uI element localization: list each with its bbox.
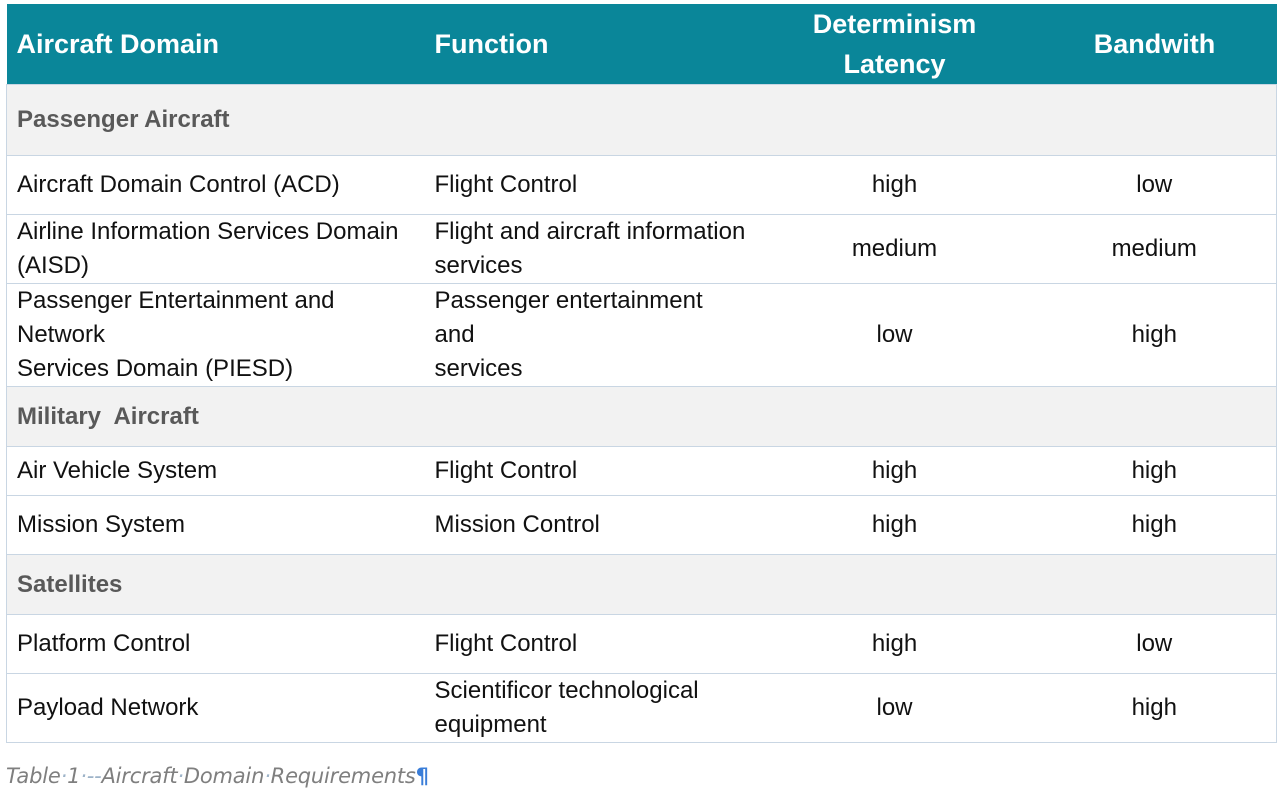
cell-determinism: medium xyxy=(756,214,1033,284)
cell-function: Flight Control xyxy=(424,614,757,674)
requirements-table-container: Aircraft Domain Function Determinism Late… xyxy=(6,4,1277,743)
cell-domain-text: Airline Information Services Domain xyxy=(17,218,399,245)
table-caption: Table·1·--Aircraft·Domain·Requirements¶ xyxy=(6,764,429,788)
table-row: Aircraft Domain Control (ACD) Flight Con… xyxy=(6,155,1277,215)
cell-domain-text: Aircraft Domain Control (ACD) xyxy=(17,171,340,198)
cell-function: Flight Control xyxy=(424,446,757,496)
caption-word-aircraft: Aircraft xyxy=(101,764,178,788)
aircraft-domain-requirements-table: Aircraft Domain Function Determinism Late… xyxy=(6,4,1277,743)
cell-domain: Aircraft Domain Control (ACD) xyxy=(6,155,425,215)
caption-word-table: Table xyxy=(6,764,61,788)
cell-domain: Airline Information Services Domain (AISD… xyxy=(6,214,425,284)
cell-determinism: high xyxy=(756,446,1033,496)
section-title: Satellites xyxy=(6,554,1277,615)
cell-determinism: high xyxy=(756,614,1033,674)
cell-bandwidth: low xyxy=(1032,155,1277,215)
cell-domain-text-line2: (AISD) xyxy=(17,252,89,279)
cell-function: Flight Control xyxy=(424,155,757,215)
header-latency: Latency xyxy=(843,49,946,79)
section-row-satellites: Satellites xyxy=(6,554,1277,615)
cell-determinism: high xyxy=(756,495,1033,555)
cell-function-text: Flight and aircraft information xyxy=(434,218,746,245)
section-row-passenger-aircraft: Passenger Aircraft xyxy=(6,84,1277,156)
table-row: Air Vehicle System Flight Control high h… xyxy=(6,446,1277,496)
caption-separator: -- xyxy=(86,764,102,788)
cell-function: Flight and aircraft information services xyxy=(424,214,757,284)
cell-bandwidth: high xyxy=(1032,446,1277,496)
table-header-row: Aircraft Domain Function Determinism Late… xyxy=(6,4,1277,85)
cell-bandwidth: high xyxy=(1032,673,1277,743)
cell-domain: Mission System xyxy=(6,495,425,555)
table-row: Mission System Mission Control high high xyxy=(6,495,1277,555)
header-determinism-latency: Determinism Latency xyxy=(756,4,1033,85)
paragraph-mark-icon: ¶ xyxy=(415,764,429,788)
table-row: Platform Control Flight Control high low xyxy=(6,614,1277,674)
cell-domain: Passenger Entertainment and Network Servi… xyxy=(6,283,425,387)
cell-bandwidth: high xyxy=(1032,495,1277,555)
caption-number: 1 xyxy=(67,764,81,788)
cell-function-text-line2: equipment xyxy=(434,711,547,738)
caption-word-domain: Domain xyxy=(183,764,265,788)
caption-word-requirements: Requirements xyxy=(270,764,416,788)
header-function: Function xyxy=(424,4,757,85)
cell-domain-text: Passenger Entertainment and Network xyxy=(17,287,335,348)
section-title: Passenger Aircraft xyxy=(6,84,1277,156)
cell-domain: Platform Control xyxy=(6,614,425,674)
cell-domain-text-line2: Services Domain (PIESD) xyxy=(17,355,294,382)
table-row: Payload Network Scientificor technologic… xyxy=(6,673,1277,743)
table-row: Passenger Entertainment and Network Servi… xyxy=(6,283,1277,387)
cell-bandwidth: medium xyxy=(1032,214,1277,284)
cell-function-text: Scientificor technological xyxy=(434,677,699,704)
header-bandwidth: Bandwith xyxy=(1032,4,1277,85)
cell-function-text-line2: services xyxy=(434,355,523,382)
cell-determinism: low xyxy=(756,283,1033,387)
cell-function: Scientificor technological equipment xyxy=(424,673,757,743)
cell-function: Passenger entertainment and services xyxy=(424,283,757,387)
cell-function-text-line2: services xyxy=(434,252,523,279)
cell-domain: Payload Network xyxy=(6,673,425,743)
header-determinism: Determinism xyxy=(812,9,977,39)
cell-function-text: Flight Control xyxy=(434,171,578,198)
cell-domain: Air Vehicle System xyxy=(6,446,425,496)
section-title: Military Aircraft xyxy=(6,386,1277,447)
cell-determinism: high xyxy=(756,155,1033,215)
cell-function: Mission Control xyxy=(424,495,757,555)
table-row: Airline Information Services Domain (AISD… xyxy=(6,214,1277,284)
cell-bandwidth: high xyxy=(1032,283,1277,387)
cell-function-text: Passenger entertainment and xyxy=(434,287,703,348)
header-aircraft-domain: Aircraft Domain xyxy=(6,4,425,85)
cell-bandwidth: low xyxy=(1032,614,1277,674)
section-row-military-aircraft: Military Aircraft xyxy=(6,386,1277,447)
cell-determinism: low xyxy=(756,673,1033,743)
